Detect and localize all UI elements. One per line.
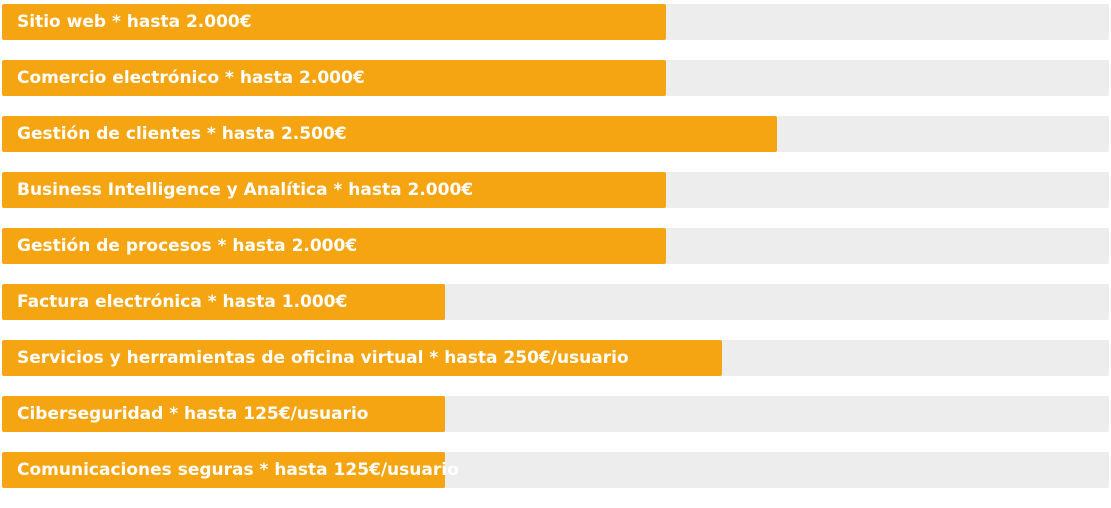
- bar-label: Comunicaciones seguras * hasta 125€/usua…: [17, 460, 459, 480]
- bar-row: Comercio electrónico * hasta 2.000€: [2, 60, 1109, 96]
- bar-label: Ciberseguridad * hasta 125€/usuario: [17, 404, 369, 424]
- bar-fill: [2, 452, 445, 488]
- bar-label: Sitio web * hasta 2.000€: [17, 12, 252, 32]
- bar-row: Comunicaciones seguras * hasta 125€/usua…: [2, 452, 1109, 488]
- bar-label: Comercio electrónico * hasta 2.000€: [17, 68, 365, 88]
- bar-row: Gestión de clientes * hasta 2.500€: [2, 116, 1109, 152]
- bar-label: Servicios y herramientas de oficina virt…: [17, 348, 629, 368]
- bar-fill: [2, 228, 666, 264]
- bar-row: Business Intelligence y Analítica * hast…: [2, 172, 1109, 208]
- bar-fill: [2, 396, 445, 432]
- bar-row: Ciberseguridad * hasta 125€/usuario: [2, 396, 1109, 432]
- bar-label: Business Intelligence y Analítica * hast…: [17, 180, 474, 200]
- bar-row: Servicios y herramientas de oficina virt…: [2, 340, 1109, 376]
- bar-label: Factura electrónica * hasta 1.000€: [17, 292, 348, 312]
- bar-fill: [2, 4, 666, 40]
- bar-fill: [2, 60, 666, 96]
- bar-row: Factura electrónica * hasta 1.000€: [2, 284, 1109, 320]
- bar-fill: [2, 340, 722, 376]
- bar-row: Sitio web * hasta 2.000€: [2, 4, 1109, 40]
- bar-fill: [2, 172, 666, 208]
- bar-fill: [2, 116, 777, 152]
- bar-fill: [2, 284, 445, 320]
- bar-row: Gestión de procesos * hasta 2.000€: [2, 228, 1109, 264]
- bar-label: Gestión de clientes * hasta 2.500€: [17, 124, 347, 144]
- bar-label: Gestión de procesos * hasta 2.000€: [17, 236, 358, 256]
- progress-bar-chart: Sitio web * hasta 2.000€ Comercio electró…: [2, 4, 1109, 508]
